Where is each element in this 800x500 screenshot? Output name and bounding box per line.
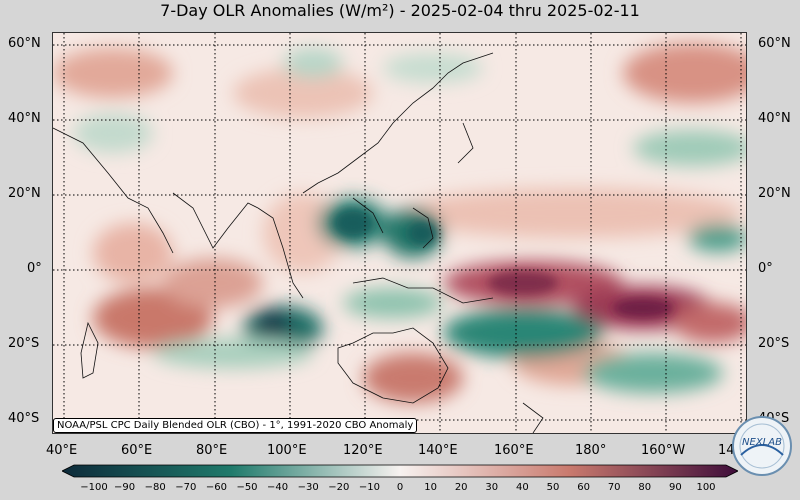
colorbar-tick: 90: [669, 482, 682, 493]
lat-label-40s-left: 40°S: [8, 411, 40, 426]
colorbar-tick: −20: [328, 482, 350, 493]
logo-text: NEXLAB: [742, 437, 782, 448]
colorbar-tick: 40: [516, 482, 529, 493]
lon-label-80e: 80°E: [196, 443, 228, 458]
lat-label-60n-left: 60°N: [8, 36, 41, 51]
colorbar-tick: −70: [175, 482, 197, 493]
lat-label-20s-right: 20°S: [758, 336, 790, 351]
nexlab-logo: NEXLAB: [732, 416, 792, 476]
colorbar-tick: 50: [546, 482, 560, 493]
colorbar-tick: −60: [205, 482, 227, 493]
colorbar-tick: 80: [638, 482, 652, 493]
lon-label-180: 180°: [575, 443, 607, 458]
chart-title: 7-Day OLR Anomalies (W/m²) - 2025-02-04 …: [160, 1, 640, 20]
colorbar-tick: 10: [424, 482, 437, 493]
lon-label-100e: 100°E: [267, 443, 307, 458]
lat-label-40n-right: 40°N: [758, 111, 791, 126]
lon-label-40e: 40°E: [46, 443, 78, 458]
lat-label-60n-right: 60°N: [758, 36, 791, 51]
lon-label-140w-partial: 14: [718, 443, 735, 458]
lat-label-0-right: 0°: [758, 261, 773, 276]
colorbar-tick: −100: [80, 482, 108, 493]
lon-label-140e: 140°E: [418, 443, 458, 458]
lon-label-160e: 160°E: [494, 443, 534, 458]
source-note: NOAA/PSL CPC Daily Blended OLR (CBO) - 1…: [53, 418, 418, 433]
colorbar-tick: 20: [454, 482, 468, 493]
lat-label-20n-right: 20°N: [758, 186, 791, 201]
lat-label-20n-left: 20°N: [8, 186, 41, 201]
colorbar-tick: 30: [485, 482, 499, 493]
colorbar-tick: −80: [144, 482, 166, 493]
colorbar-tick: 100: [696, 482, 716, 493]
colorbar-tick: 0: [396, 482, 404, 493]
colorbar-tick: −30: [297, 482, 319, 493]
lat-label-0-left: 0°: [27, 261, 42, 276]
lon-label-60e: 60°E: [121, 443, 153, 458]
colorbar-tick: −40: [267, 482, 289, 493]
colorbar-tick: −10: [358, 482, 380, 493]
colorbar-tick: 70: [607, 482, 621, 493]
colorbar: [62, 464, 738, 478]
colorbar-tick: 60: [577, 482, 590, 493]
lat-label-20s-left: 20°S: [8, 336, 40, 351]
lat-label-40n-left: 40°N: [8, 111, 41, 126]
lon-label-120e: 120°E: [343, 443, 383, 458]
colorbar-tick: −90: [114, 482, 136, 493]
colorbar-tick: −50: [236, 482, 258, 493]
lon-label-160w: 160°W: [641, 443, 686, 458]
olr-anomaly-map: [52, 32, 747, 434]
